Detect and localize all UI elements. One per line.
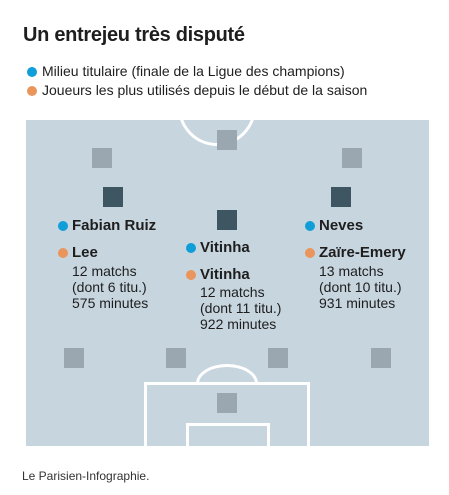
stats-center: 12 matchs (dont 11 titu.) 922 minutes bbox=[200, 284, 281, 332]
orange-dot-icon bbox=[27, 86, 37, 96]
midfielder-marker bbox=[103, 187, 123, 207]
used-center: Vitinha bbox=[186, 266, 250, 283]
titular-left-name: Fabian Ruiz bbox=[72, 217, 157, 234]
stats-center-starts: (dont 11 titu.) bbox=[200, 300, 282, 316]
stats-right-starts: (dont 10 titu.) bbox=[319, 279, 402, 295]
titular-right: Neves bbox=[305, 217, 363, 234]
orange-dot-icon bbox=[58, 248, 68, 258]
titular-left: Fabian Ruiz bbox=[58, 217, 156, 234]
player-marker bbox=[64, 348, 84, 368]
midfielder-marker bbox=[331, 187, 351, 207]
used-left: Lee bbox=[58, 244, 98, 261]
stats-right-minutes: 931 minutes bbox=[319, 295, 396, 311]
stats-right: 13 matchs (dont 10 titu.) 931 minutes bbox=[319, 263, 402, 311]
player-marker bbox=[92, 148, 112, 168]
blue-dot-icon bbox=[186, 243, 196, 253]
used-left-name: Lee bbox=[72, 244, 98, 261]
stats-right-matches: 13 matchs bbox=[319, 263, 384, 279]
blue-dot-icon bbox=[305, 221, 315, 231]
blue-dot-icon bbox=[58, 221, 68, 231]
player-marker bbox=[166, 348, 186, 368]
legend-label-used: Joueurs les plus utilisés depuis le débu… bbox=[42, 82, 368, 98]
player-marker bbox=[217, 393, 237, 413]
used-right-name: Zaïre-Emery bbox=[319, 244, 406, 261]
infographic-title: Un entrejeu très disputé bbox=[23, 24, 245, 46]
credit-text: Le Parisien-Infographie. bbox=[22, 469, 150, 483]
used-center-name: Vitinha bbox=[200, 266, 250, 283]
goal-box bbox=[186, 423, 270, 446]
used-right: Zaïre-Emery bbox=[305, 244, 406, 261]
titular-right-name: Neves bbox=[319, 217, 364, 234]
player-marker bbox=[371, 348, 391, 368]
legend-label-titular: Milieu titulaire (finale de la Ligue des… bbox=[42, 63, 345, 79]
player-marker bbox=[217, 130, 237, 150]
titular-center: Vitinha bbox=[186, 239, 250, 256]
orange-dot-icon bbox=[186, 270, 196, 280]
legend-item-titular: Milieu titulaire (finale de la Ligue des… bbox=[27, 63, 345, 79]
midfielder-marker bbox=[217, 210, 237, 230]
blue-dot-icon bbox=[27, 67, 37, 77]
titular-center-name: Vitinha bbox=[200, 239, 250, 256]
legend-item-used: Joueurs les plus utilisés depuis le débu… bbox=[27, 82, 367, 98]
stats-center-minutes: 922 minutes bbox=[200, 316, 277, 332]
player-marker bbox=[342, 148, 362, 168]
player-marker bbox=[268, 348, 288, 368]
stats-left: 12 matchs (dont 6 titu.) 575 minutes bbox=[72, 263, 148, 311]
stats-left-minutes: 575 minutes bbox=[72, 295, 149, 311]
stats-left-starts: (dont 6 titu.) bbox=[72, 279, 147, 295]
stats-left-matches: 12 matchs bbox=[72, 263, 137, 279]
orange-dot-icon bbox=[305, 248, 315, 258]
stats-center-matches: 12 matchs bbox=[200, 284, 265, 300]
football-pitch: Fabian Ruiz Lee 12 matchs (dont 6 titu.)… bbox=[26, 120, 429, 446]
